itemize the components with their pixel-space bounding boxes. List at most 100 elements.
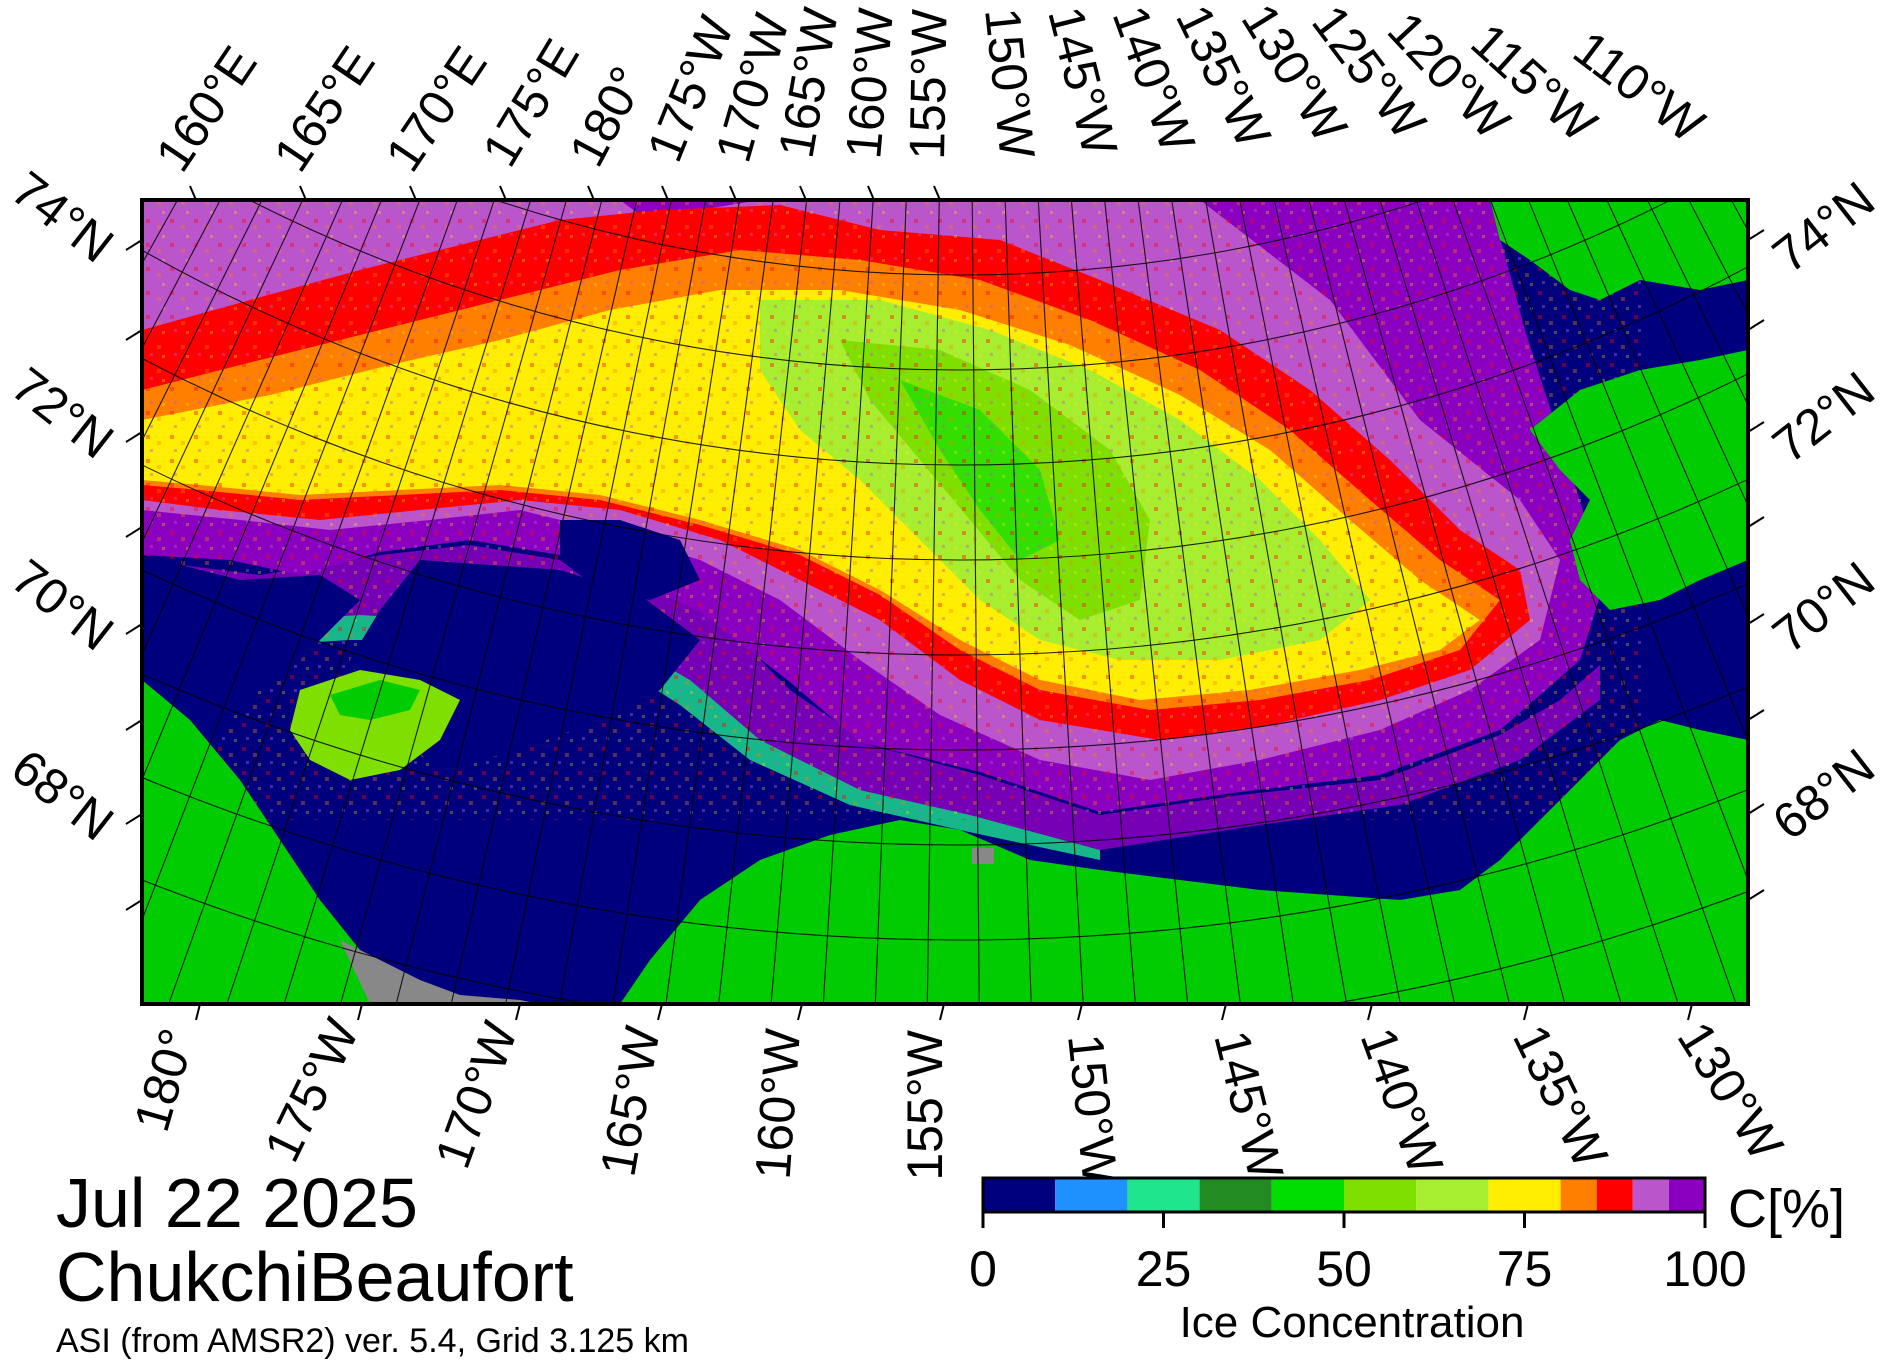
left-lat-label: 68°N <box>1 739 124 852</box>
meridian-line <box>283 200 532 1004</box>
frame-tick <box>189 185 197 201</box>
left-lat-label: 74°N <box>1 161 124 274</box>
colorbar-ticks: 0 25 50 75 100 <box>969 1212 1747 1297</box>
colorbar-bin <box>1596 1178 1633 1212</box>
parallel-line <box>494 200 1426 276</box>
meridian-line <box>142 200 344 657</box>
colorbar-bin <box>1055 1178 1128 1212</box>
frame-tick <box>1747 803 1765 815</box>
meridian-line <box>1239 200 1401 1004</box>
colorbar-bin <box>1199 1178 1272 1212</box>
frame-tick <box>125 431 143 443</box>
right-lat-label: 72°N <box>1762 361 1885 474</box>
bottom-lon-label: 175°W <box>254 1010 371 1171</box>
meridian-line <box>1273 200 1456 1004</box>
frame-tick <box>933 185 941 201</box>
frame-tick <box>1747 613 1765 625</box>
no-data-patch <box>972 848 994 864</box>
frame-tick <box>939 1003 945 1021</box>
land-banks-island-north <box>1490 200 1748 300</box>
frame-tick <box>299 185 307 201</box>
frame-tick <box>1367 1003 1373 1021</box>
colorbar-bin <box>1560 1178 1597 1212</box>
meridian-line <box>1489 200 1748 882</box>
axis-ticks <box>125 185 1765 1021</box>
frame-tick <box>1747 229 1765 241</box>
graticule <box>142 200 1748 1004</box>
product-label: ASI (from AMSR2) ver. 5.4, Grid 3.125 km <box>56 1322 689 1360</box>
frame-tick <box>195 1003 201 1021</box>
meridian-line <box>1379 200 1622 1004</box>
frame-tick <box>867 185 875 201</box>
frame-tick <box>1747 889 1765 901</box>
colorbar-unit: C[%] <box>1728 1179 1846 1239</box>
frame-tick <box>587 185 595 201</box>
frame-tick <box>125 239 143 251</box>
meridian-line <box>612 200 741 1004</box>
meridian-line <box>1037 200 1084 1004</box>
open-water-pocket-small <box>560 520 700 600</box>
right-latitude-labels: 74°N 72°N 70°N 68°N <box>1762 171 1885 851</box>
colorbar <box>983 1178 1705 1212</box>
map-frame <box>140 198 1750 1006</box>
meridian-line <box>1343 200 1566 1004</box>
meridian-line <box>1004 200 1032 1004</box>
left-lat-label: 72°N <box>1 357 124 470</box>
frame-tick <box>1747 516 1765 528</box>
meridian-line <box>339 200 568 1004</box>
colorbar-bin <box>1488 1178 1561 1212</box>
meridian-line <box>1205 200 1348 1004</box>
right-lat-label: 74°N <box>1762 171 1885 284</box>
frame-tick <box>515 1003 521 1021</box>
meridian-line <box>1308 200 1511 1004</box>
colorbar-bin <box>1416 1178 1489 1212</box>
frame-tick <box>1687 1003 1693 1021</box>
frame-tick <box>125 813 143 825</box>
top-lon-label: 165°E <box>263 36 386 181</box>
meridian-line <box>142 200 304 544</box>
land-melville-island <box>1680 205 1748 260</box>
top-longitude-labels: 160°E 165°E 170°E 175°E 180° 175°W 170°W… <box>145 0 1715 181</box>
frame-tick <box>1747 319 1765 331</box>
no-data-area <box>340 940 540 1004</box>
open-water-pocket-west <box>142 555 360 760</box>
frame-tick <box>357 1003 363 1021</box>
colorbar-title: Ice Concentration <box>1179 1298 1525 1347</box>
colorbar-bin <box>1632 1178 1669 1212</box>
meridian-line <box>1104 200 1189 1004</box>
map-panel <box>142 200 1748 1004</box>
bottom-lon-label: 130°W <box>1667 1012 1795 1170</box>
meridian-line <box>558 200 707 1004</box>
colorbar-bin <box>1127 1178 1200 1212</box>
bottom-lon-label: 160°W <box>745 1026 811 1181</box>
colorbar-bin <box>1344 1178 1417 1212</box>
bottom-lon-label: 145°W <box>1203 1025 1294 1185</box>
frame-tick <box>125 623 143 635</box>
frame-tick <box>657 1003 663 1021</box>
colorbar-bin <box>1668 1178 1705 1212</box>
bottom-lon-label: 165°W <box>590 1021 671 1180</box>
meridian-line <box>874 200 907 1004</box>
top-lon-label: 170°E <box>375 36 498 181</box>
bottom-lon-label: 170°W <box>424 1014 528 1175</box>
left-lat-label: 70°N <box>1 549 124 662</box>
meridian-line <box>450 200 638 1004</box>
colorbar-bin <box>1271 1178 1344 1212</box>
top-lon-label: 160°E <box>145 36 268 181</box>
frame-tick <box>1747 709 1765 721</box>
date-label: Jul 22 2025 <box>56 1164 418 1242</box>
region-label: ChukchiBeaufort <box>56 1238 574 1316</box>
land-victoria-island <box>1530 350 1748 610</box>
meridian-line <box>926 200 940 1004</box>
frame-tick <box>1077 1003 1083 1021</box>
bottom-lon-label: 140°W <box>1350 1021 1454 1182</box>
right-lat-label: 70°N <box>1762 551 1885 664</box>
land-chukotka <box>142 680 430 1004</box>
meridian-line <box>1137 200 1241 1004</box>
colorbar-tick-label: 75 <box>1497 1241 1553 1297</box>
parallel-line <box>142 249 1748 466</box>
frame-tick <box>729 185 737 201</box>
frame-tick <box>499 185 507 201</box>
colorbar-bin <box>983 1178 1056 1212</box>
